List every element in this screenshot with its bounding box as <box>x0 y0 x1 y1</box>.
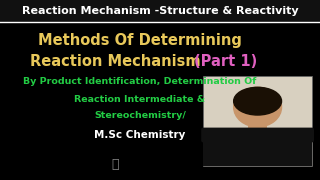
Bar <box>248 123 268 132</box>
Bar <box>203 76 312 166</box>
Text: Methods Of Determining: Methods Of Determining <box>38 33 242 48</box>
Text: By Product Identification, Determination Of: By Product Identification, Determination… <box>23 78 257 87</box>
Text: Reaction Intermediate &: Reaction Intermediate & <box>75 94 205 103</box>
Bar <box>0 0 320 22</box>
FancyBboxPatch shape <box>201 128 314 142</box>
Text: M.Sc Chemistry: M.Sc Chemistry <box>94 130 186 140</box>
Text: Stereochemistry/: Stereochemistry/ <box>94 111 186 120</box>
Text: 👍: 👍 <box>111 159 119 172</box>
Text: Reaction Mechanism -Structure & Reactivity: Reaction Mechanism -Structure & Reactivi… <box>22 6 298 16</box>
Text: Reaction Mechanism: Reaction Mechanism <box>30 55 206 69</box>
Ellipse shape <box>234 87 282 115</box>
Ellipse shape <box>234 87 282 127</box>
Bar <box>203 130 312 166</box>
Text: (Part 1): (Part 1) <box>194 55 258 69</box>
